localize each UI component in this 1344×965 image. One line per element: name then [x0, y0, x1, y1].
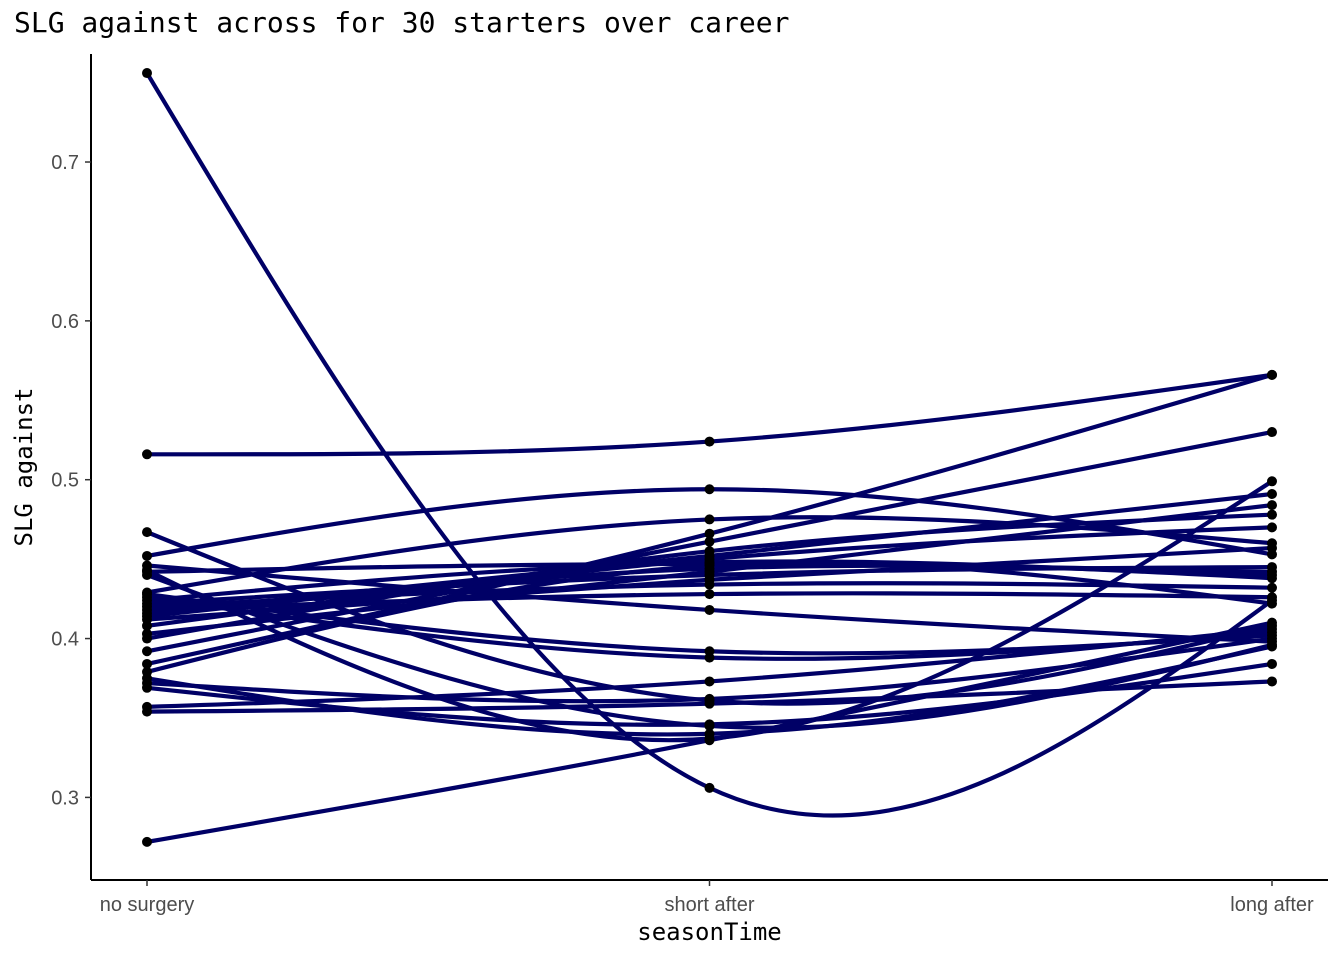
data-point	[1267, 562, 1277, 573]
data-point	[142, 646, 152, 657]
data-point	[1267, 476, 1277, 487]
data-points	[142, 68, 1277, 847]
data-point	[704, 560, 715, 571]
x-tick-label: long after	[1230, 894, 1314, 916]
data-point	[142, 620, 152, 631]
data-point	[704, 484, 715, 495]
data-point	[704, 528, 715, 539]
data-point	[1267, 509, 1277, 520]
data-point	[704, 574, 715, 585]
data-point	[704, 782, 715, 793]
y-tick-label: 0.5	[51, 470, 79, 492]
data-point	[1267, 522, 1277, 533]
data-point	[1267, 676, 1277, 687]
data-point	[1267, 427, 1277, 438]
data-point	[704, 536, 715, 547]
data-point	[1267, 617, 1277, 628]
data-point	[704, 546, 715, 557]
x-axis-ticks: no surgery short after long after	[100, 880, 1314, 916]
x-tick-label: short after	[664, 894, 754, 916]
chart-title: SLG against across for 30 starters over …	[14, 6, 790, 39]
y-axis-title: SLG against	[10, 388, 38, 547]
data-point	[704, 676, 715, 687]
y-tick-label: 0.3	[51, 787, 79, 809]
y-tick-label: 0.7	[51, 152, 79, 174]
data-point	[1267, 582, 1277, 593]
data-point	[142, 682, 152, 693]
y-tick-label: 0.4	[51, 629, 79, 651]
data-point	[704, 436, 715, 447]
y-tick-label: 0.6	[51, 311, 79, 333]
x-axis-title: seasonTime	[637, 918, 782, 946]
data-point	[142, 836, 152, 847]
data-point	[142, 68, 152, 79]
data-point	[704, 514, 715, 525]
data-point	[1267, 598, 1277, 609]
data-point	[142, 633, 152, 644]
data-point	[142, 449, 152, 460]
data-point	[142, 527, 152, 538]
data-point	[142, 706, 152, 717]
y-axis-ticks: 0.3 0.4 0.5 0.6 0.7	[51, 152, 91, 809]
data-point	[704, 698, 715, 709]
data-point	[704, 719, 715, 730]
data-point	[142, 658, 152, 669]
data-point	[1267, 658, 1277, 669]
data-point	[704, 604, 715, 615]
data-point	[142, 566, 152, 577]
data-point	[1267, 570, 1277, 581]
data-point	[704, 652, 715, 663]
data-point	[1267, 369, 1277, 380]
data-point	[1267, 489, 1277, 500]
data-point	[704, 735, 715, 746]
series-line	[144, 70, 1275, 818]
data-point	[1267, 500, 1277, 511]
data-point	[1267, 633, 1277, 644]
data-point	[704, 589, 715, 600]
data-point	[142, 550, 152, 561]
data-point	[1267, 543, 1277, 554]
x-tick-label: no surgery	[100, 894, 195, 916]
data-point	[1267, 641, 1277, 652]
